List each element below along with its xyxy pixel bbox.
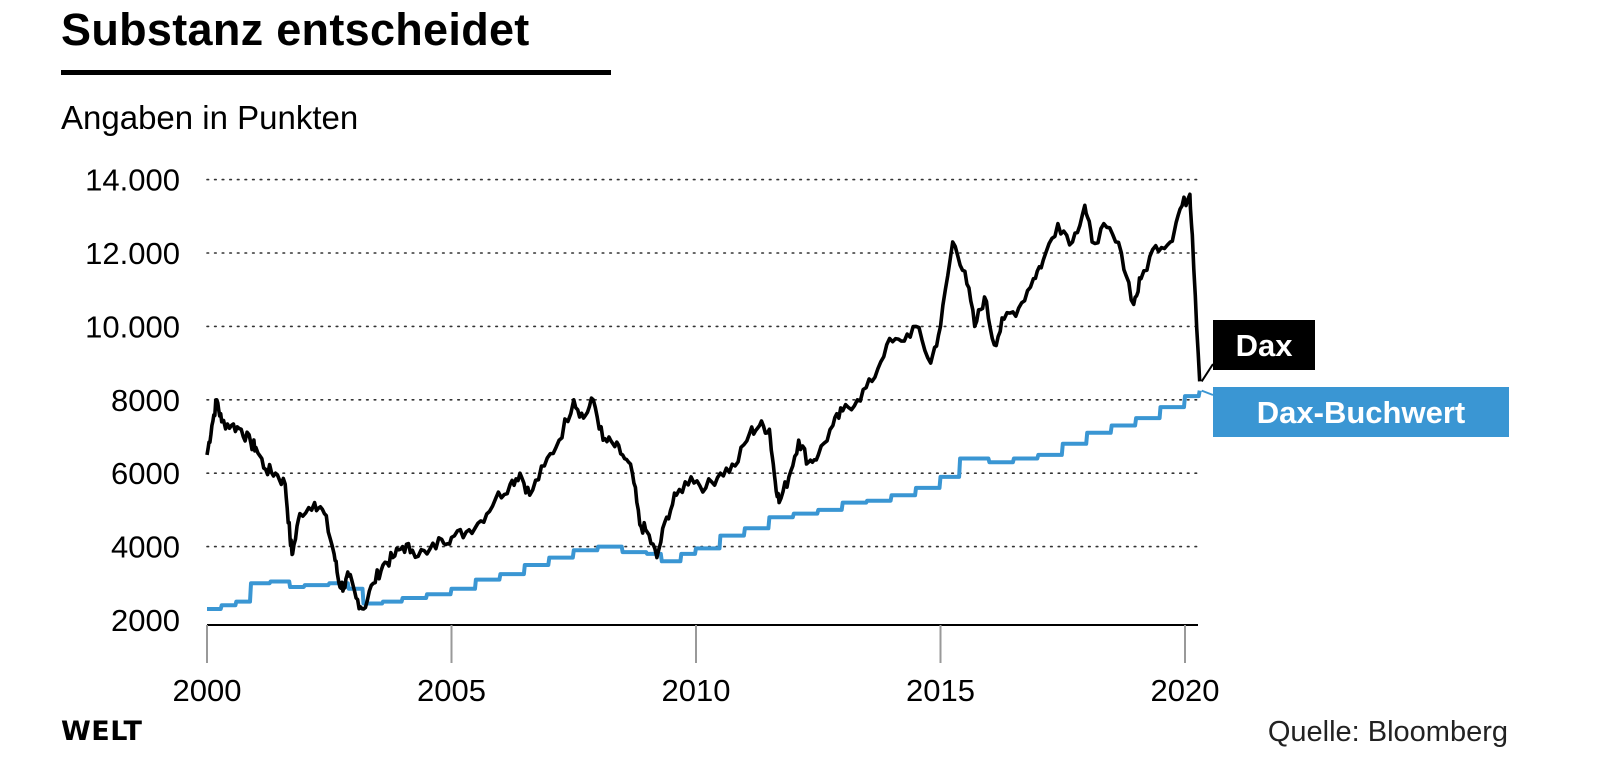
y-tick-label-6000: 6000 bbox=[111, 456, 180, 491]
buchwert-label-leader bbox=[1201, 389, 1214, 396]
x-tick-label-2015: 2015 bbox=[906, 673, 975, 708]
chart-title: Substanz entscheidet bbox=[61, 4, 530, 55]
series-line-dax-buchwert bbox=[207, 390, 1202, 611]
x-tick-label-2005: 2005 bbox=[417, 673, 486, 708]
series-group bbox=[205, 192, 1202, 611]
x-tick-label-2000: 2000 bbox=[173, 673, 242, 708]
y-tick-label-14000: 14.000 bbox=[85, 163, 180, 198]
y-axis: 2000 4000 6000 8000 10.000 12.000 14.000 bbox=[85, 163, 180, 638]
y-tick-label-4000: 4000 bbox=[111, 530, 180, 565]
dax-label-leader bbox=[1200, 363, 1214, 382]
buchwert-label-box bbox=[1213, 387, 1509, 437]
dax-label-box bbox=[1213, 320, 1315, 370]
x-axis: 2000 2005 2010 2015 2020 bbox=[173, 624, 1220, 708]
y-tick-label-12000: 12.000 bbox=[85, 236, 180, 271]
buchwert-label: Dax-Buchwert bbox=[1257, 395, 1465, 430]
x-tick-label-2020: 2020 bbox=[1151, 673, 1220, 708]
y-tick-label-8000: 8000 bbox=[111, 383, 180, 418]
chart-subtitle: Angaben in Punkten bbox=[61, 99, 359, 136]
x-tick-label-2010: 2010 bbox=[662, 673, 731, 708]
series-line-dax bbox=[205, 192, 1202, 611]
y-tick-label-10000: 10.000 bbox=[85, 309, 180, 344]
source-note: Quelle: Bloomberg bbox=[1267, 716, 1508, 748]
y-tick-label-2000: 2000 bbox=[111, 603, 180, 638]
title-underline bbox=[61, 70, 611, 75]
dax-label: Dax bbox=[1236, 328, 1294, 363]
welt-logo: WELT bbox=[61, 716, 143, 747]
series-labels: Dax Dax-Buchwert bbox=[1200, 320, 1509, 437]
